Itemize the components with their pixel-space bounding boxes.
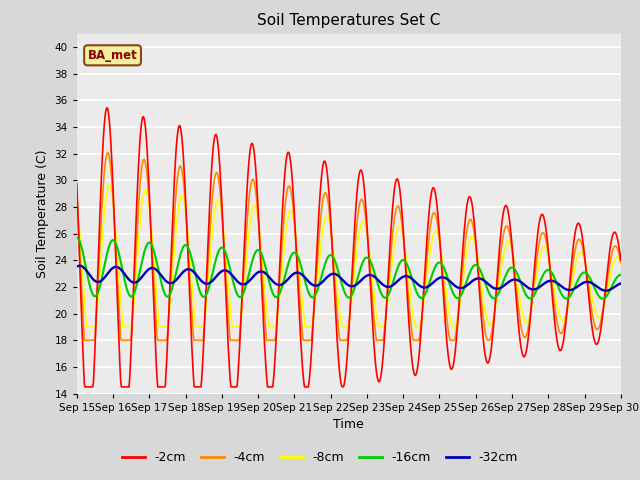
Legend: -2cm, -4cm, -8cm, -16cm, -32cm: -2cm, -4cm, -8cm, -16cm, -32cm bbox=[117, 446, 523, 469]
Y-axis label: Soil Temperature (C): Soil Temperature (C) bbox=[36, 149, 49, 278]
Title: Soil Temperatures Set C: Soil Temperatures Set C bbox=[257, 13, 440, 28]
Text: BA_met: BA_met bbox=[88, 49, 138, 62]
X-axis label: Time: Time bbox=[333, 418, 364, 431]
